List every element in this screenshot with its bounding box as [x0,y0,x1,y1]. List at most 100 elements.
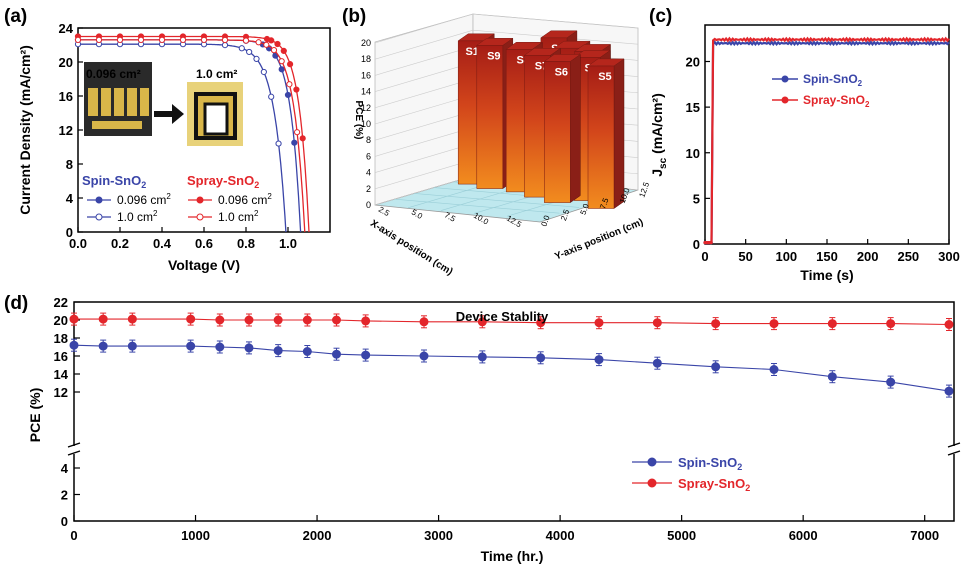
a-data-point [286,81,293,88]
a-data-point [74,36,82,44]
a-data-point [287,61,294,68]
legend-spray-d: Spray-SnO2 [678,476,750,493]
d-x-tick-label: 3000 [424,528,453,543]
d-data-point [127,314,137,324]
a-y-tick-label: 16 [59,89,73,104]
arrow-icon [154,104,184,124]
d-data-point [361,350,371,360]
legend-spray-large: 1.0 cm2 [218,209,259,224]
legend-marker-spin-small [95,196,103,204]
b-y-tick-label: 5.0 [579,202,591,216]
panel-b-z-axis-label: PCE (%) [353,101,364,140]
d-x-tick-label: 0 [70,528,77,543]
a-data-point [260,68,267,76]
d-x-tick-label: 2000 [303,528,332,543]
c-y-tick-label: 5 [693,191,700,206]
d-data-point [711,362,721,372]
d-data-point [273,346,283,356]
panel-a-y-axis-label: Current Density (mA/cm²) [17,45,33,215]
d-data-point [769,365,779,374]
b-bar-top [457,33,495,42]
a-data-point [253,55,260,62]
d-data-point [886,377,896,387]
d-data-point [944,386,954,396]
panel-d-y-axis-label: PCE (%) [27,388,43,442]
c-data-point [709,241,713,245]
b-bar-label: S5 [598,71,611,83]
a-data-point [242,37,250,44]
d-data-point [98,341,108,351]
c-y-tick-label: 10 [686,146,700,161]
b-y-tick-label: 7.5 [598,196,610,210]
d-x-tick-label: 6000 [789,528,818,543]
panel-label-c: (c) [649,6,672,27]
a-y-tick-label: 20 [59,55,73,70]
c-x-tick-label: 300 [938,249,960,264]
c-x-tick-label: 250 [897,249,919,264]
d-data-point [536,353,546,363]
b-z-tick-label: 6 [366,151,371,161]
a-data-point [116,36,124,44]
axis-break-left [60,446,90,454]
c-x-tick-label: 200 [857,249,879,264]
legend-spin-title: Spin-SnO2 [82,173,146,190]
d-data-point [827,372,837,382]
d-data-point [186,341,196,351]
a-x-tick-label: 0.6 [195,236,213,251]
b-bar-front [587,65,615,209]
b-y-tick-label: 0.0 [539,214,551,228]
d-y-tick-label: 2 [61,488,68,503]
b-z-tick-label: 12 [361,103,371,113]
panel-d-title: Device Stablity [456,309,549,324]
d-y-tick-label: 14 [54,367,69,382]
d-data-point [477,317,487,327]
panel-b-y-axis-label: Y-axis position (cm) [553,217,645,263]
c-y-tick-label: 20 [686,55,700,70]
a-data-point [299,135,306,142]
panel-d-legend: Spin-SnO2 Spray-SnO2 [632,455,750,493]
a-data-point [221,36,229,44]
a-data-point [268,37,275,44]
d-data-point [886,319,896,329]
b-gridline [374,29,639,60]
d-data-point [594,355,604,365]
panel-b-3d-bar-chart: S10S1S9S8S2S3S7S4S6S5 024681012141618202… [353,13,651,278]
b-z-tick-label: 10 [361,119,371,129]
a-data-point [294,129,301,136]
d-data-point [332,349,341,359]
small-device-area-label: 0.096 cm² [86,67,141,81]
a-data-point [255,39,262,46]
panel-c-legend: Spin-SnO2 Spray-SnO2 [772,72,870,109]
d-series-line [73,344,950,392]
a-x-tick-label: 0.2 [111,236,129,251]
d-data-point [419,351,429,361]
a-data-point [263,41,270,48]
b-bar-side [570,53,581,204]
d-data-point [244,315,254,325]
d-x-tick-label: 4000 [546,528,575,543]
d-y-tick-label: 12 [54,385,68,400]
d-x-tick-label: 5000 [667,528,696,543]
panel-d-stability-chart: 0 1000 2000 3000 4000 5000 6000 7000 0 2 4 12 14 16 18… [27,295,964,564]
panel-c-jsc-chart: 0 50 100 150 200 250 300 0 5 10 15 20 Time (s) Jsc … [649,24,960,283]
b-z-tick-label: 4 [366,168,371,178]
b-z-tick-label: 2 [366,184,371,194]
c-series-line [705,36,950,244]
a-data-point [200,36,208,44]
b-bar-top [476,38,514,46]
a-y-tick-label: 4 [66,191,74,206]
a-data-point [268,93,275,100]
b-bar-label: S9 [487,50,500,62]
legend-marker-spin [781,75,789,83]
legend-marker-spin-large [95,213,103,221]
legend-marker-spray [781,96,789,104]
a-data-point [278,58,285,65]
a-y-tick-label: 0 [66,225,73,240]
a-data-point [275,140,282,147]
d-data-point [186,314,196,324]
b-z-tick-label: 16 [361,70,371,80]
b-bar-top [505,42,543,50]
b-gridline [374,13,639,44]
d-x-tick-label: 7000 [910,528,939,543]
legend-spin-small: 0.096 cm2 [117,192,171,207]
